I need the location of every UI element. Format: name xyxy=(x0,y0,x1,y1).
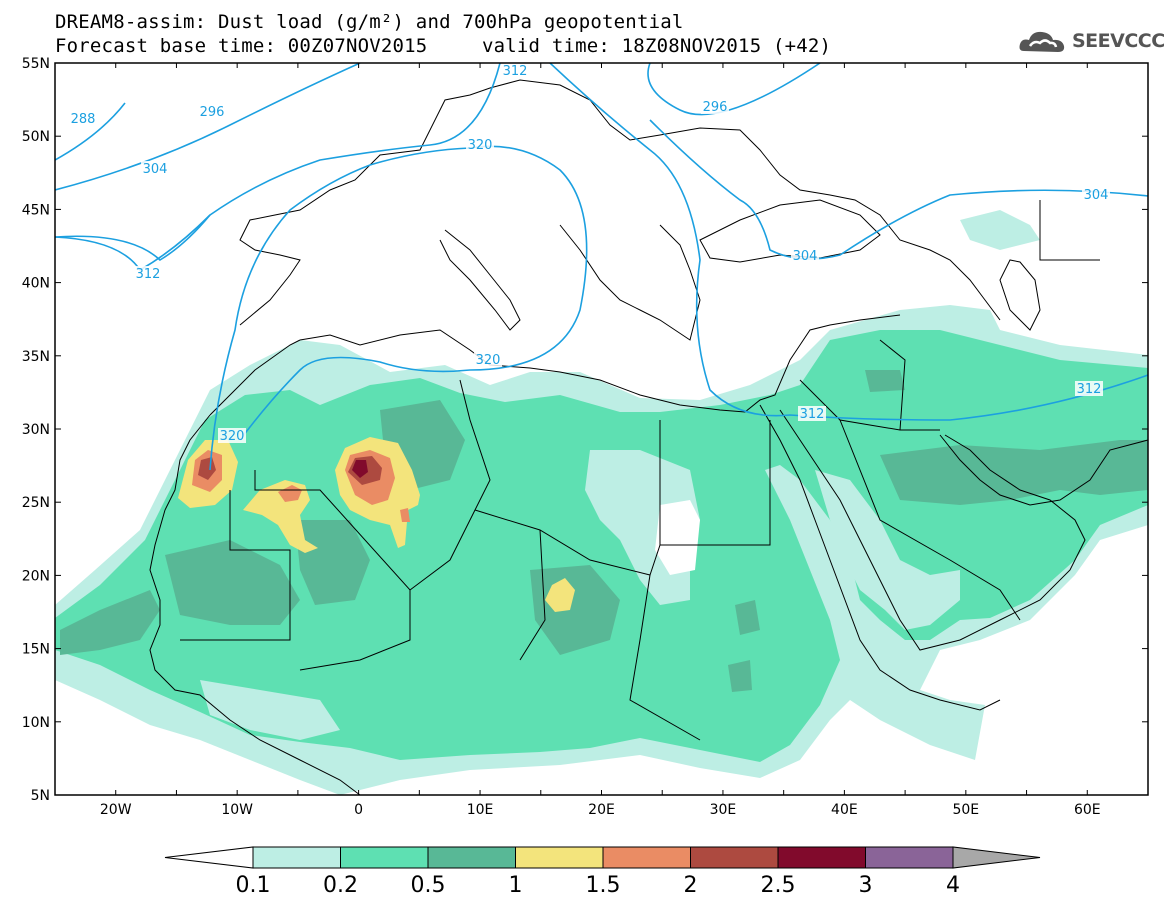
dust-region-0.5 xyxy=(865,370,905,392)
coastlines-and-borders xyxy=(149,79,1148,795)
dust-region-1.5 xyxy=(278,485,302,502)
colorbar-segment xyxy=(515,846,604,869)
contour-label: 296 xyxy=(703,100,728,115)
contour-label: 312 xyxy=(136,267,161,282)
contour-label: 312 xyxy=(1077,382,1102,397)
colorbar-label: 3 xyxy=(859,873,873,898)
dust-region-0.1 xyxy=(960,210,1040,250)
dust-region-1 xyxy=(545,578,575,612)
lon-label: 0 xyxy=(354,802,363,818)
contour-label: 320 xyxy=(476,353,501,368)
valid-time: valid time: 18Z08NOV2015 (+42) xyxy=(482,35,832,57)
forecast-base-time: Forecast base time: 00Z07NOV2015 xyxy=(55,35,428,57)
colorbar-label: 0.5 xyxy=(411,873,446,898)
contour-label: 304 xyxy=(1084,188,1109,203)
lat-label: 45N xyxy=(22,202,50,218)
map-title: DREAM8-assim: Dust load (g/m²) and 700hP… xyxy=(55,11,684,33)
dust-region-0.5 xyxy=(165,540,300,625)
dust-region-0.5 xyxy=(728,660,752,692)
colorbar-segment xyxy=(952,846,1041,869)
lat-label: 35N xyxy=(22,349,50,365)
lon-label: 10W xyxy=(221,802,253,818)
dust-region-0.1 xyxy=(200,680,340,740)
dust-region-1 xyxy=(243,480,318,553)
colorbar-segment xyxy=(602,846,691,869)
colorbar-segment xyxy=(340,846,429,869)
cloud-logo-icon xyxy=(1019,31,1065,52)
dust-region-2 xyxy=(198,457,216,480)
lat-label: 40N xyxy=(22,276,50,292)
logo-text: SEEVCCC xyxy=(1072,30,1165,52)
dust-region-0.2 xyxy=(55,330,1148,762)
contour-label: 320 xyxy=(220,429,245,444)
colorbar-label: 2.5 xyxy=(761,873,796,898)
contour-label: 304 xyxy=(143,162,168,177)
colorbar-segment xyxy=(690,846,779,869)
lon-label: 40E xyxy=(831,802,858,818)
colorbar-label: 1.5 xyxy=(586,873,621,898)
contour-label: 312 xyxy=(800,407,825,422)
colorbar-segment xyxy=(252,846,341,869)
contour-label: 312 xyxy=(503,64,528,79)
map-axes: 55N 50N 45N 40N 35N 30N 25N 20N 15N 10N 5N 20W 10W 0 1… xyxy=(22,56,1148,818)
colorbar-segment xyxy=(164,846,254,869)
colorbar-label: 0.1 xyxy=(236,873,271,898)
lat-label: 30N xyxy=(22,422,50,438)
contour-label: 288 xyxy=(71,112,96,127)
lon-label: 20E xyxy=(588,802,615,818)
lon-label: 30E xyxy=(710,802,737,818)
colorbar-segment xyxy=(865,846,954,869)
lat-label: 25N xyxy=(22,495,50,511)
dust-region-0.5 xyxy=(60,590,160,655)
lon-label: 10E xyxy=(467,802,494,818)
lat-label: 15N xyxy=(22,642,50,658)
lon-label: 50E xyxy=(952,802,979,818)
lat-label: 50N xyxy=(22,129,50,145)
dust-region-0 xyxy=(655,500,700,575)
lon-label: 20W xyxy=(100,802,132,818)
dust-region-0.5 xyxy=(735,600,760,635)
lat-label: 55N xyxy=(22,56,50,72)
geopotential-contours xyxy=(55,63,1148,471)
dust-region-2.5 xyxy=(352,460,368,478)
lat-label: 5N xyxy=(31,788,50,804)
seevccc-logo: SEEVCCC xyxy=(1018,27,1165,57)
dust-region-0.1 xyxy=(815,470,960,630)
colorbar-segment xyxy=(427,846,516,869)
lat-label: 10N xyxy=(22,715,50,731)
contour-label: 304 xyxy=(793,249,818,264)
lat-label: 20N xyxy=(22,568,50,584)
contour-labels: 288 296 304 312 320 320 320 296 304 304 312 312 312 xyxy=(69,63,1110,444)
dust-shading xyxy=(55,210,1148,795)
colorbar-label: 0.2 xyxy=(323,873,358,898)
dust-region-1.5 xyxy=(400,508,410,522)
dust-region-0.5 xyxy=(880,440,1148,505)
lon-label: 60E xyxy=(1074,802,1101,818)
dust-region-0.5 xyxy=(295,520,370,605)
colorbar-label: 4 xyxy=(946,873,960,898)
colorbar-label: 2 xyxy=(684,873,698,898)
colorbar-segment xyxy=(777,846,866,869)
contour-label: 296 xyxy=(200,105,225,120)
colorbar-label: 1 xyxy=(509,873,523,898)
contour-label: 320 xyxy=(468,138,493,153)
